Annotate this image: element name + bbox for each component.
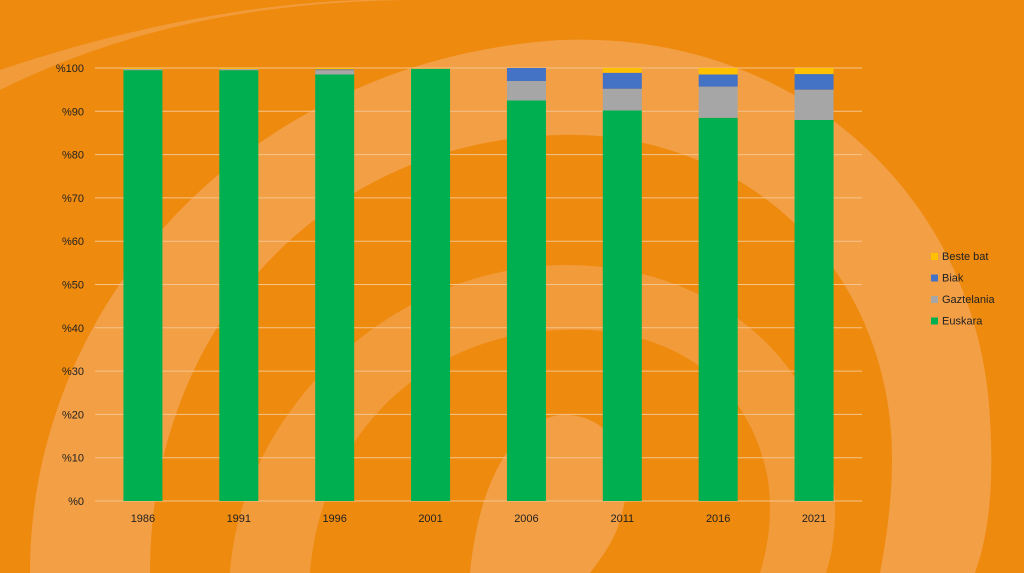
legend-label: Euskara: [942, 316, 983, 328]
bar-segment-beste-bat: [602, 68, 642, 73]
bar-segment-gaztelania: [219, 68, 259, 71]
legend-swatch: [931, 274, 938, 282]
bar-segment-beste-bat: [123, 68, 163, 69]
y-axis-tick-labels: %0 %10 %20 %30 %40 %50 %60 %70 %80 %90 %100: [56, 63, 84, 508]
x-tick-label: 1986: [131, 513, 155, 525]
y-tick-label: %20: [62, 409, 84, 421]
y-tick-label: %90: [62, 106, 84, 118]
bar-segment-beste-bat: [219, 68, 259, 69]
bar-segment-biak: [506, 68, 546, 81]
background-swirl-mid: [230, 264, 836, 573]
bar-stack-2016: [698, 68, 738, 502]
bar-stacks: [123, 68, 834, 502]
legend-item: Biak: [931, 273, 964, 285]
bar-segment-euskara: [219, 70, 259, 501]
x-tick-label: 2001: [418, 513, 442, 525]
bar-stack-1996: [315, 68, 355, 502]
bar-segment-gaztelania: [698, 86, 738, 118]
bar-segment-gaztelania: [506, 80, 546, 101]
bar-segment-biak: [315, 69, 355, 71]
x-tick-label: 2011: [610, 513, 634, 525]
bar-segment-biak: [698, 74, 738, 87]
y-tick-label: %60: [62, 236, 84, 248]
bar-stack-1986: [123, 68, 163, 501]
y-tick-label: %80: [62, 150, 84, 162]
legend-label: Beste bat: [942, 251, 988, 263]
bar-segment-euskara: [698, 117, 738, 502]
bar-segment-gaztelania: [315, 70, 355, 75]
bar-segment-euskara: [506, 100, 546, 501]
y-tick-label: %70: [62, 193, 84, 205]
bar-segment-biak: [794, 74, 834, 90]
x-tick-label: 2016: [706, 513, 730, 525]
bar-segment-beste-bat: [794, 68, 834, 75]
x-tick-label: 1996: [322, 513, 346, 525]
y-tick-label: %30: [62, 366, 84, 378]
bar-stack-2021: [794, 68, 834, 502]
bar-segment-biak: [602, 72, 642, 89]
legend-item: Euskara: [931, 316, 983, 328]
legend-swatch: [931, 253, 938, 260]
x-tick-label: 2006: [514, 513, 538, 525]
bar-segment-gaztelania: [123, 68, 163, 71]
y-tick-label: %0: [68, 496, 84, 508]
bar-segment-euskara: [123, 70, 163, 501]
y-tick-label: %50: [62, 280, 84, 292]
y-tick-label: %10: [62, 453, 84, 465]
y-tick-label: %100: [56, 63, 84, 75]
legend-label: Biak: [942, 273, 964, 285]
bar-stack-2001: [411, 68, 451, 501]
bar-stack-2011: [602, 68, 642, 502]
bar-segment-gaztelania: [794, 89, 834, 120]
bar-stack-2006: [506, 68, 546, 501]
background-swirl-top: [0, 0, 420, 90]
bar-segment-euskara: [315, 74, 355, 502]
x-axis-tick-labels: 1986 1991 1996 2001 2006 2011 2016 2021: [131, 513, 827, 525]
bar-segment-beste-bat: [315, 68, 355, 70]
legend-item: Beste bat: [931, 251, 988, 263]
legend: Beste bat Biak Gaztelania Euskara: [931, 251, 995, 328]
x-tick-label: 1991: [227, 513, 251, 525]
x-tick-label: 2021: [802, 513, 826, 525]
bar-segment-euskara: [602, 110, 642, 502]
legend-label: Gaztelania: [942, 294, 995, 306]
bar-segment-euskara: [794, 119, 834, 502]
legend-item: Gaztelania: [931, 294, 995, 306]
legend-swatch: [931, 317, 938, 325]
bar-segment-gaztelania: [602, 88, 642, 111]
bar-stack-1991: [219, 68, 259, 501]
bar-segment-euskara: [411, 68, 451, 501]
y-tick-label: %40: [62, 323, 84, 335]
background-swirl-shape: [30, 39, 992, 573]
bar-segment-beste-bat: [698, 68, 738, 75]
legend-swatch: [931, 296, 938, 303]
